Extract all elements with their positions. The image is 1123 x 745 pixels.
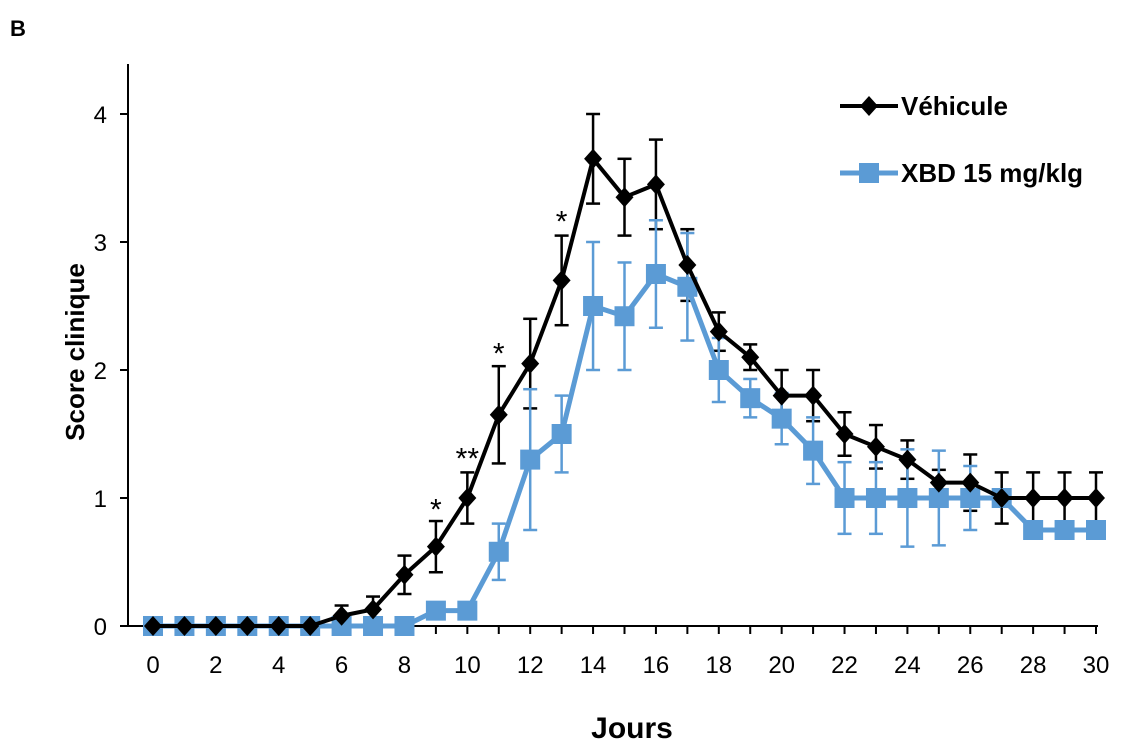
data-point-xbd [614, 306, 635, 327]
data-point-vehicule [269, 616, 288, 636]
data-point-vehicule [458, 488, 477, 508]
x-tick-label: 20 [768, 652, 795, 679]
data-point-xbd [803, 440, 824, 461]
data-point-vehicule [1087, 488, 1105, 508]
x-tick-label: 4 [272, 652, 285, 679]
data-point-xbd [865, 488, 886, 508]
x-tick-label: 18 [705, 652, 732, 679]
data-point-vehicule [835, 424, 854, 444]
data-point-vehicule [804, 385, 823, 406]
data-point-xbd [331, 616, 352, 636]
data-point-vehicule [426, 536, 445, 557]
significance-marker: * [493, 337, 505, 370]
data-point-xbd [488, 541, 509, 562]
data-point-vehicule [332, 605, 351, 626]
data-point-vehicule [615, 187, 634, 208]
data-point-xbd [520, 449, 541, 470]
significance-marker: * [556, 206, 568, 239]
data-point-vehicule [709, 321, 728, 342]
legend-marker-diamond [860, 96, 878, 116]
data-point-xbd [457, 600, 478, 621]
legend: Véhicule XBD 15 mg/klg [840, 91, 1083, 188]
data-point-vehicule [772, 385, 791, 406]
data-point-vehicule [992, 488, 1011, 508]
data-point-xbd [897, 488, 918, 508]
y-tick-label: 1 [94, 486, 107, 513]
data-point-vehicule [1055, 488, 1074, 508]
legend-label: XBD 15 mg/klg [901, 158, 1083, 188]
legend-marker-square [859, 163, 879, 183]
y-tick-label: 2 [94, 358, 107, 385]
data-point-vehicule [175, 616, 194, 636]
panel-label: B [10, 16, 26, 41]
x-tick-label: 12 [517, 652, 544, 679]
data-point-vehicule [898, 449, 917, 470]
legend-label: Véhicule [901, 91, 1008, 121]
data-point-vehicule [929, 472, 948, 493]
x-tick-label: 16 [643, 652, 670, 679]
data-point-xbd [645, 264, 666, 284]
x-tick-label: 6 [335, 652, 348, 679]
x-tick-label: 0 [146, 652, 159, 679]
y-tick-label: 4 [94, 102, 107, 129]
data-point-xbd [1023, 520, 1044, 540]
data-point-vehicule [489, 404, 508, 425]
significance-marker: * [430, 494, 442, 527]
x-tick-label: 10 [454, 652, 481, 679]
x-tick-label: 14 [580, 652, 607, 679]
y-axis-title: Score clinique [60, 263, 90, 441]
data-point-xbd [677, 276, 698, 297]
significance-annotations: ***** [430, 206, 568, 527]
x-tick-label: 8 [398, 652, 411, 679]
series-group [143, 148, 1106, 636]
data-point-xbd [708, 360, 729, 380]
data-point-vehicule [961, 472, 980, 493]
significance-marker: ** [456, 442, 480, 475]
x-tick-label: 30 [1083, 652, 1110, 679]
data-point-xbd [583, 296, 604, 316]
data-point-vehicule [1024, 488, 1043, 508]
data-point-vehicule [584, 148, 603, 169]
data-point-xbd [740, 388, 761, 409]
data-point-vehicule [144, 616, 162, 636]
data-point-xbd [928, 488, 949, 508]
x-tick-label: 24 [894, 652, 921, 679]
data-point-vehicule [678, 255, 697, 276]
data-point-xbd [834, 488, 855, 508]
x-tick-label: 22 [831, 652, 858, 679]
x-tick-label: 2 [209, 652, 222, 679]
data-point-xbd [394, 616, 415, 636]
data-point-vehicule [395, 564, 414, 585]
data-point-xbd [771, 408, 792, 429]
data-point-vehicule [521, 353, 540, 374]
data-point-xbd [1054, 520, 1075, 540]
data-point-vehicule [364, 599, 383, 620]
data-point-vehicule [206, 616, 225, 636]
data-point-xbd [363, 616, 384, 636]
data-point-vehicule [866, 436, 885, 457]
data-point-vehicule [646, 174, 665, 195]
y-tick-label: 0 [94, 614, 107, 641]
data-point-vehicule [301, 616, 320, 636]
data-point-vehicule [741, 347, 760, 368]
data-point-xbd [1086, 520, 1106, 540]
data-point-vehicule [238, 616, 257, 636]
x-tick-label: 26 [957, 652, 984, 679]
y-tick-label: 3 [94, 230, 107, 257]
data-point-xbd [960, 488, 981, 508]
data-point-vehicule [552, 270, 571, 291]
x-tick-label: 28 [1020, 652, 1047, 679]
data-point-xbd [551, 424, 572, 444]
x-axis-title: Jours [591, 712, 673, 745]
data-point-xbd [425, 600, 446, 621]
